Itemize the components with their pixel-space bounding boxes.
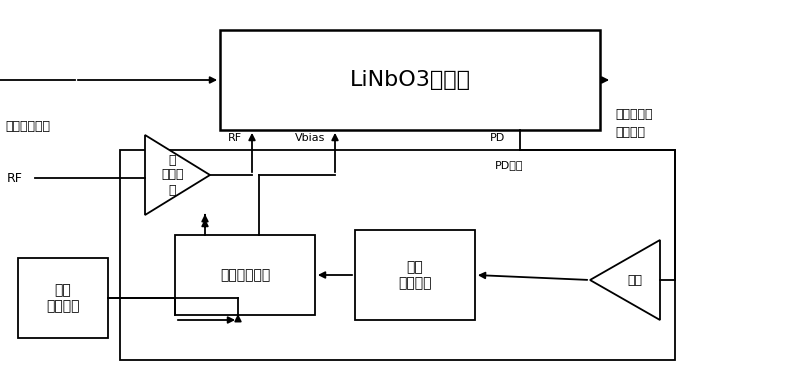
- Text: Vbias: Vbias: [295, 133, 326, 143]
- Text: 低频
扰动信号: 低频 扰动信号: [46, 283, 80, 313]
- Text: PD: PD: [490, 133, 506, 143]
- Text: 调制后的光: 调制后的光: [615, 108, 653, 122]
- Text: 偏置控制模块: 偏置控制模块: [220, 268, 270, 282]
- Polygon shape: [590, 240, 660, 320]
- Text: 信号输出: 信号输出: [615, 127, 645, 139]
- Bar: [175, 235, 315, 315]
- Polygon shape: [145, 135, 210, 215]
- Text: RF: RF: [228, 133, 242, 143]
- Bar: [120, 150, 675, 360]
- Bar: [355, 230, 475, 320]
- Text: 幅
度驱动
器: 幅 度驱动 器: [162, 154, 184, 196]
- Text: 光源信号输入: 光源信号输入: [5, 120, 50, 134]
- Text: PD信号: PD信号: [495, 160, 523, 170]
- Text: 运放: 运放: [627, 274, 642, 286]
- Bar: [18, 258, 108, 338]
- Bar: [220, 30, 600, 130]
- Text: RF: RF: [7, 171, 23, 185]
- Text: 低频
带通滤波: 低频 带通滤波: [398, 260, 432, 290]
- Text: LiNbO3调制器: LiNbO3调制器: [350, 70, 470, 90]
